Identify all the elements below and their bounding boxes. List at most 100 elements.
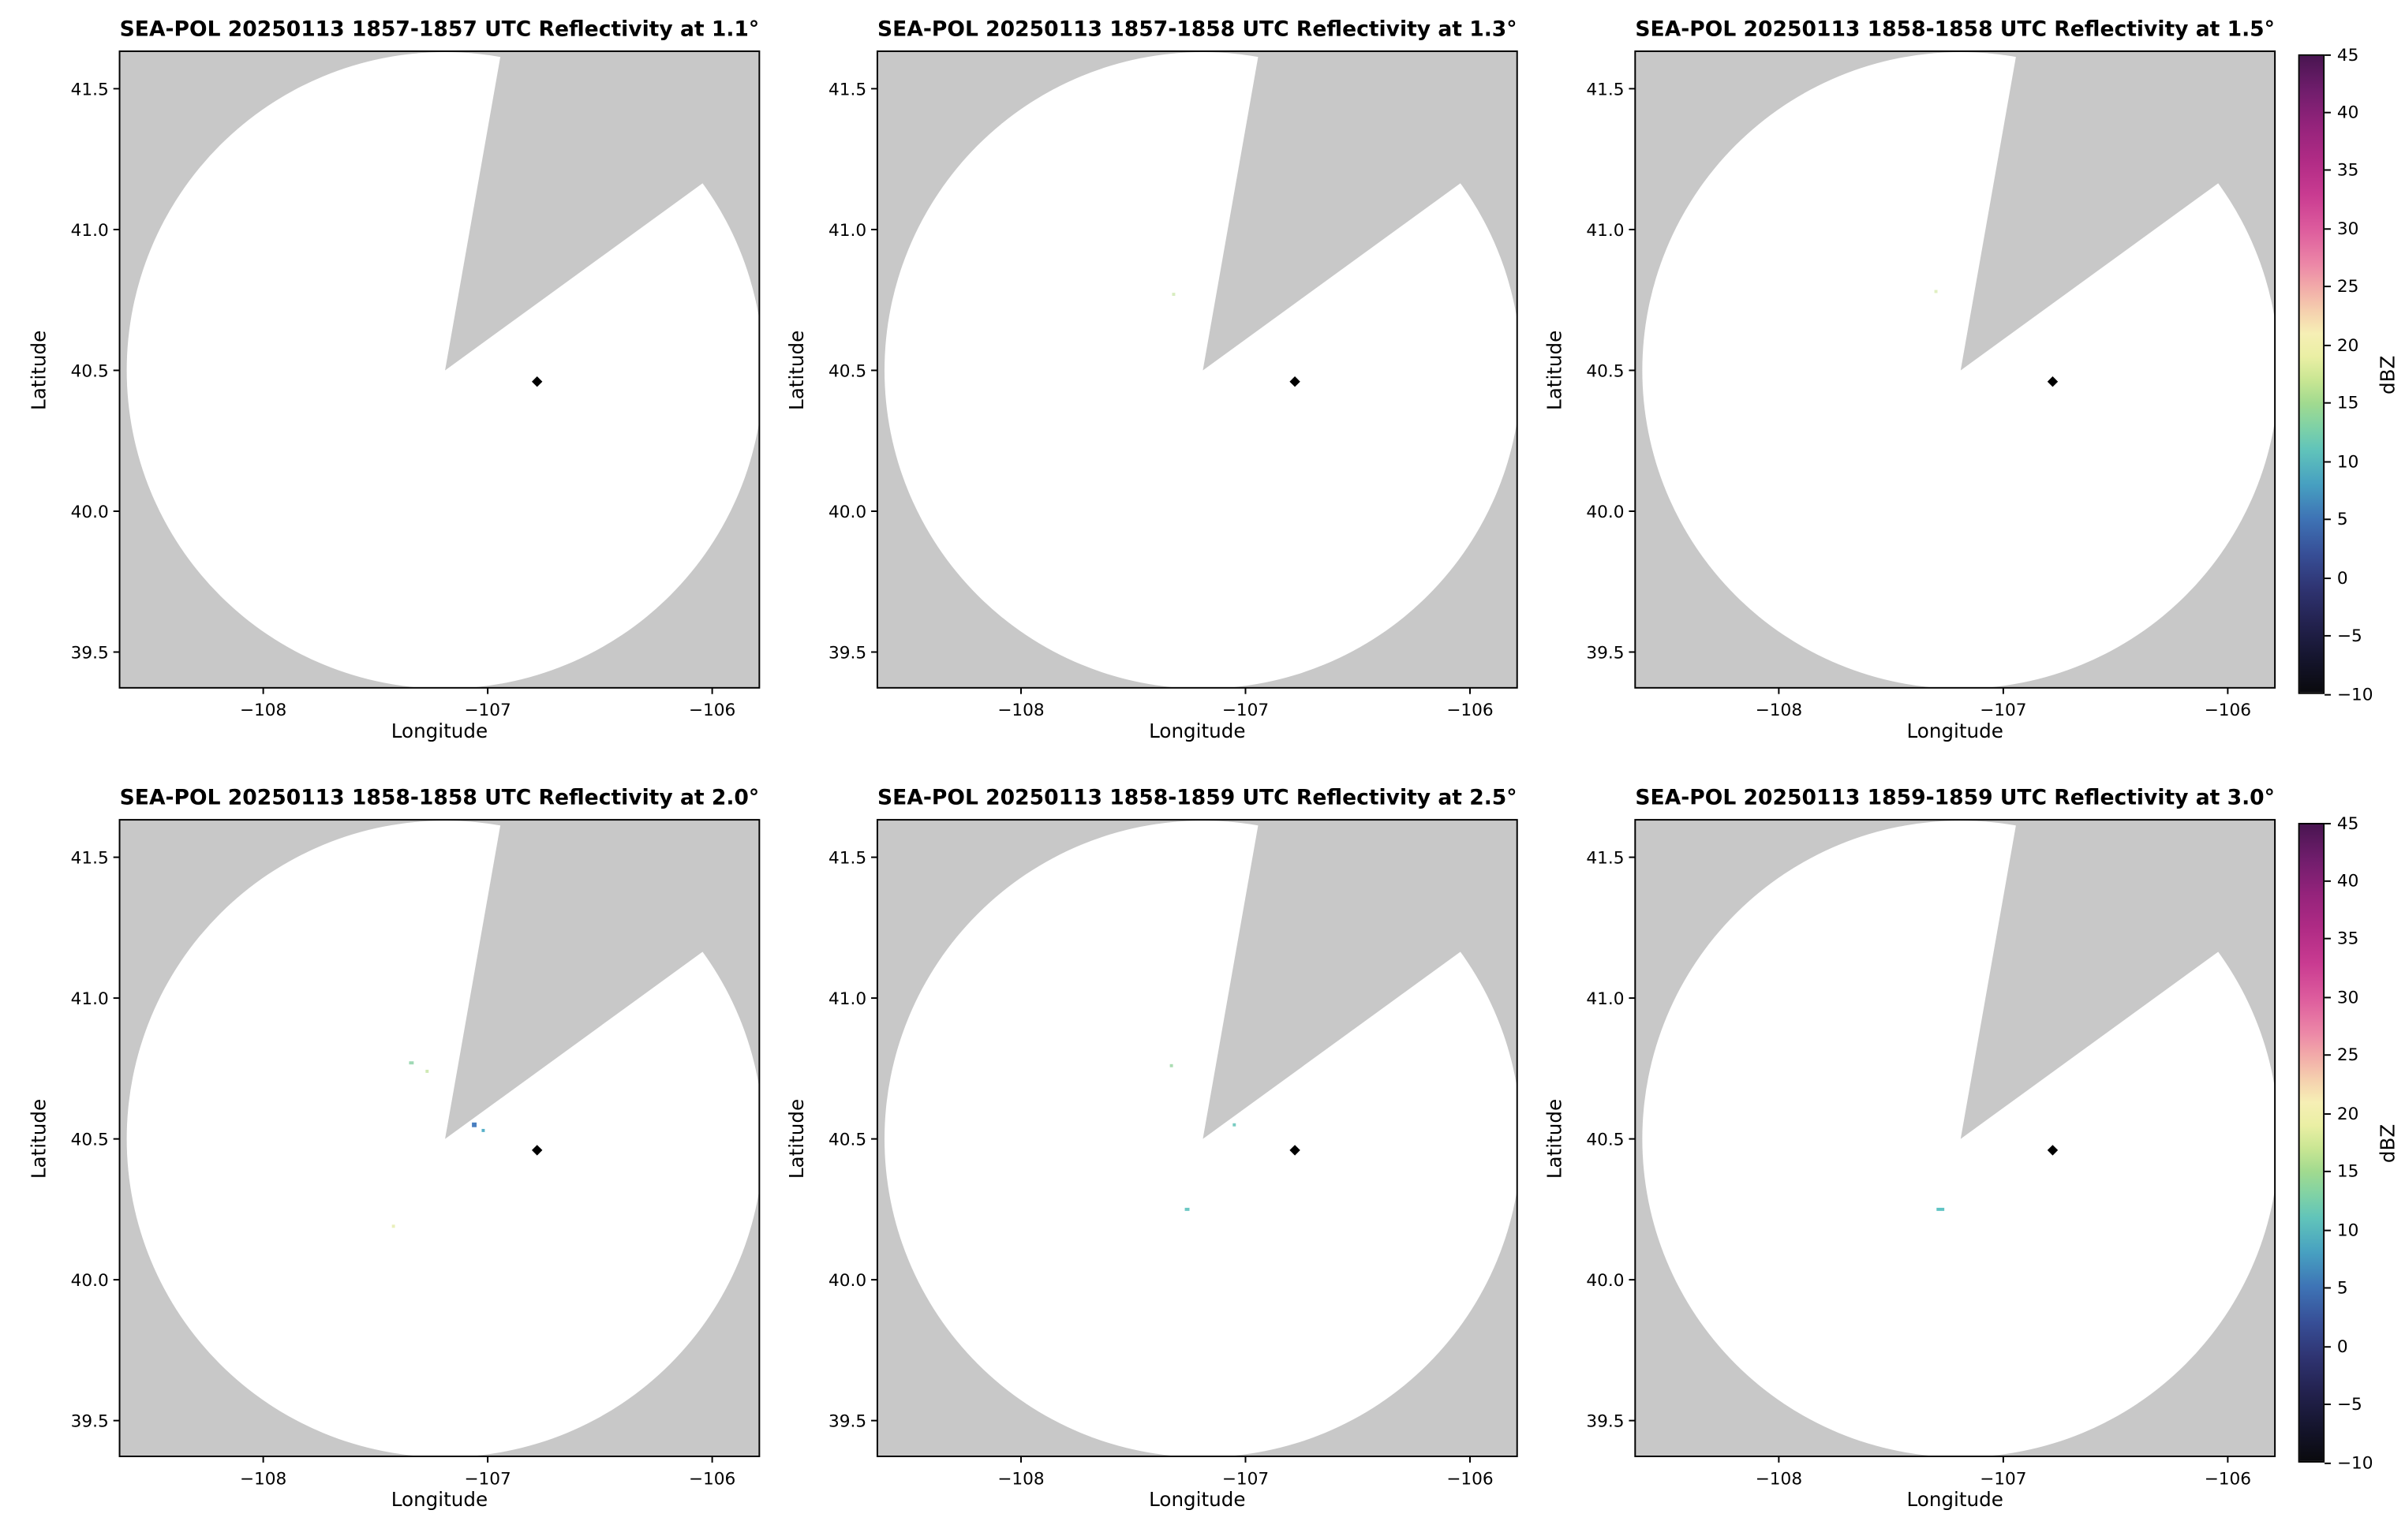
plot-border [1634, 819, 2276, 1457]
coverage-layer [885, 50, 1517, 688]
y-tick-label: 40.5 [1586, 1130, 1624, 1149]
coverage-layer [126, 50, 760, 688]
y-tick-label: 41.5 [828, 80, 866, 99]
radar-panel-6: SEA-POL 20250113 1859-1859 UTC Reflectiv… [1542, 779, 2291, 1540]
y-tick-label: 40.0 [1586, 503, 1624, 522]
blocked-sector-wedge [1202, 820, 1517, 1139]
x-tick-label: −106 [689, 701, 735, 720]
y-tick-label: 40.5 [71, 361, 109, 381]
colorbar-tick [2325, 693, 2331, 695]
colorbar-row-1: −10 −5 0 5 10 15 20 25 30 35 40 45 dBZ [2298, 44, 2405, 704]
panel-title: SEA-POL 20250113 1858-1858 UTC Reflectiv… [1635, 17, 2275, 43]
x-axis-label-text: Longitude [391, 1487, 488, 1511]
colorbar-label: dBZ [2376, 823, 2400, 1463]
x-tick-label: −108 [1756, 1469, 1802, 1489]
colorbar-tick [2325, 53, 2331, 55]
colorbar-tick [2325, 938, 2331, 940]
plot-border [118, 819, 761, 1457]
colorbar-tick [2325, 402, 2331, 405]
y-tick-label: 41.0 [71, 989, 109, 1009]
colorbar-label-text: dBZ [2377, 1123, 2400, 1163]
colorbar-tick [2325, 634, 2331, 637]
colorbar-tick-label: 20 [2336, 335, 2359, 356]
y-tick-label: 40.0 [71, 503, 109, 522]
y-tick-label: 40.5 [828, 1130, 866, 1149]
plot-border [118, 50, 761, 689]
blocked-sector-wedge [1202, 50, 1517, 371]
blocked-sector-wedge [445, 50, 760, 371]
radar-site-marker [1289, 1145, 1300, 1156]
colorbar-tick [2325, 518, 2331, 521]
colorbar-tick-label: 0 [2336, 1336, 2348, 1357]
echo-speck [1184, 1207, 1190, 1211]
colorbar-tick-label: 45 [2336, 813, 2359, 833]
panel-title: SEA-POL 20250113 1857-1857 UTC Reflectiv… [119, 17, 760, 43]
colorbar-label: dBZ [2376, 54, 2400, 694]
x-axis-label-text: Longitude [391, 719, 488, 742]
x-tick-label: −107 [1222, 1469, 1269, 1489]
x-axis-label: Longitude [1635, 719, 2275, 742]
colorbar-tick-label: 5 [2336, 509, 2348, 530]
plot-border [876, 50, 1518, 689]
colorbar-tick [2325, 111, 2331, 114]
echo-speck [1936, 1207, 1945, 1211]
colorbar-tick [2325, 228, 2331, 230]
x-tick-label: −106 [2205, 701, 2251, 720]
colorbar-gradient [2298, 823, 2325, 1463]
y-tick-label: 40.0 [828, 503, 866, 522]
x-tick-label: −108 [1756, 701, 1802, 720]
colorbar-tick-label: 0 [2336, 567, 2348, 589]
colorbar-tick-label: 45 [2336, 44, 2359, 65]
colorbar-tick-label: 20 [2336, 1103, 2359, 1124]
colorbar-tick [2325, 1112, 2331, 1115]
colorbar-tick [2325, 460, 2331, 462]
colorbar-label-text: dBZ [2377, 354, 2400, 394]
radar-plot-area: −108 −107 −106 41.5 41.0 40.5 40.0 39.5 [1586, 50, 2276, 720]
echo-speck [472, 1122, 477, 1127]
colorbar-tick [2325, 1461, 2331, 1463]
blocked-sector-wedge [445, 820, 760, 1139]
radar-plot-area: −108 −107 −106 41.5 41.0 40.5 40.0 39.5 [828, 819, 1518, 1489]
y-tick-label: 40.5 [71, 1130, 109, 1149]
coverage-layer [885, 820, 1517, 1456]
colorbar-tick-label: 15 [2336, 393, 2359, 413]
x-tick-label: −106 [2205, 1469, 2251, 1489]
y-tick-label: 41.5 [1586, 80, 1624, 99]
colorbar-tick-label: 10 [2336, 1220, 2359, 1240]
colorbar-tick-label: 40 [2336, 102, 2359, 123]
y-tick-label: 41.5 [71, 80, 109, 99]
y-tick-label: 39.5 [828, 1412, 866, 1432]
x-axis-label-text: Longitude [1149, 719, 1246, 742]
radar-panel-5: SEA-POL 20250113 1858-1859 UTC Reflectiv… [784, 779, 1533, 1540]
y-tick-label: 40.0 [71, 1271, 109, 1291]
colorbar-tick [2325, 344, 2331, 346]
colorbar-tick [2325, 1404, 2331, 1406]
radar-plot-area: −108 −107 −106 41.5 41.0 40.5 40.0 39.5 [71, 819, 761, 1489]
y-tick-label: 39.5 [1586, 1412, 1624, 1432]
colorbar-row-2: −10 −5 0 5 10 15 20 25 30 35 40 45 dBZ [2298, 813, 2405, 1473]
colorbar-tick [2325, 822, 2331, 824]
echo-speck [391, 1224, 395, 1228]
x-axis-label-text: Longitude [1906, 719, 2003, 742]
y-tick-label: 41.0 [828, 221, 866, 241]
x-axis-label: Longitude [120, 1487, 760, 1511]
colorbar-tick-label: 25 [2336, 276, 2359, 297]
colorbar-tick [2325, 170, 2331, 172]
y-tick-label: 41.5 [828, 848, 866, 868]
y-tick-label: 40.5 [1586, 361, 1624, 381]
panel-title: SEA-POL 20250113 1859-1859 UTC Reflectiv… [1635, 785, 2275, 811]
panel-title: SEA-POL 20250113 1857-1858 UTC Reflectiv… [877, 17, 1517, 43]
x-tick-label: −106 [689, 1469, 735, 1489]
coverage-layer [1642, 820, 2276, 1456]
x-axis-label-text: Longitude [1149, 1487, 1246, 1511]
colorbar-tick [2325, 996, 2331, 999]
y-tick-label: 41.0 [1586, 221, 1624, 241]
x-tick-label: −107 [1980, 1469, 2026, 1489]
blocked-sector-wedge [1960, 820, 2276, 1139]
panel-title: SEA-POL 20250113 1858-1859 UTC Reflectiv… [877, 785, 1517, 811]
x-tick-label: −106 [1446, 1469, 1493, 1489]
colorbar-tick-label: 15 [2336, 1161, 2359, 1183]
echo-speck [1172, 293, 1176, 297]
y-tick-label: 39.5 [71, 643, 109, 663]
